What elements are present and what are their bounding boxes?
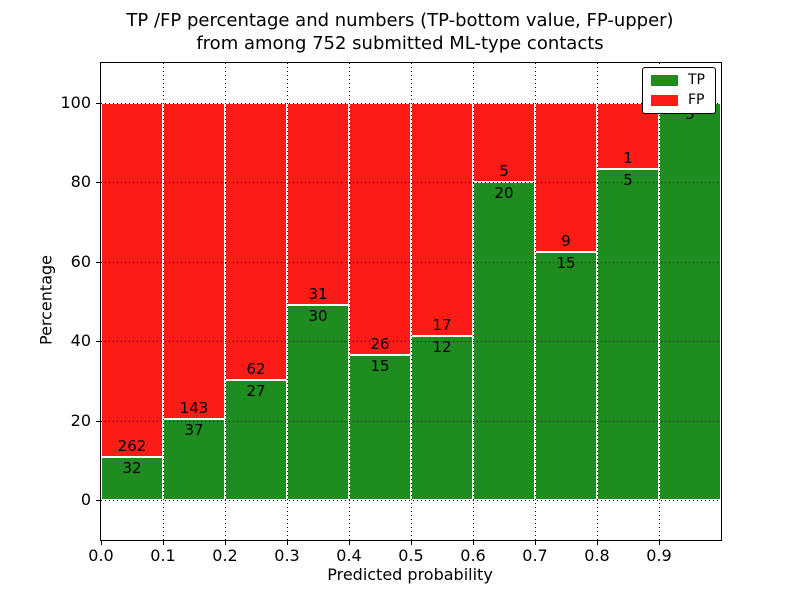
- bar-segment-fp-0.4: [349, 102, 411, 355]
- chart-title-line1: TP /FP percentage and numbers (TP-bottom…: [126, 10, 674, 31]
- x-tick-0.5: [411, 540, 412, 545]
- bar-segment-fp-0.3: [287, 102, 349, 305]
- fp-count-label-0.3: 31: [308, 284, 328, 303]
- x-axis-label: Predicted probability: [327, 565, 493, 584]
- tp-count-label-0.1: 37: [184, 420, 204, 439]
- legend: TP FP: [642, 67, 716, 114]
- gridline-y-100: [101, 102, 721, 104]
- fp-count-label-0.7: 9: [561, 231, 571, 250]
- y-tick-60: [96, 261, 101, 263]
- tp-count-label-0.6: 20: [494, 184, 514, 203]
- x-tick-label-0.6: 0.6: [460, 546, 486, 565]
- bar-segment-tp-0.9: [659, 102, 721, 501]
- y-tick-label-80: 80: [70, 172, 91, 192]
- gridline-y-60: [101, 261, 721, 263]
- y-tick-80: [96, 182, 101, 184]
- y-tick-20: [96, 420, 101, 422]
- gridline-y-20: [101, 420, 721, 422]
- x-tick-0.6: [473, 540, 474, 545]
- y-tick-100: [96, 102, 101, 104]
- tp-count-label-0.2: 27: [246, 381, 266, 400]
- x-tick-0.1: [163, 540, 164, 545]
- y-tick-label-0: 0: [80, 490, 91, 510]
- x-tick-label-0.5: 0.5: [398, 546, 424, 565]
- bar-segment-tp-0.1: [163, 418, 225, 501]
- x-tick-label-0.7: 0.7: [522, 546, 548, 565]
- tp-count-label-0.5: 12: [432, 337, 452, 356]
- x-tick-label-0.8: 0.8: [584, 546, 610, 565]
- x-tick-label-0.9: 0.9: [646, 546, 672, 565]
- legend-entry-tp: TP: [651, 72, 705, 88]
- fp-count-label-0.1: 143: [179, 398, 209, 417]
- x-tick-label-0.4: 0.4: [336, 546, 362, 565]
- tp-count-label-0.8: 5: [623, 171, 633, 189]
- tp-count-label-0.7: 15: [556, 253, 576, 272]
- y-tick-label-20: 20: [70, 410, 91, 430]
- y-tick-0: [96, 500, 101, 502]
- x-tick-label-0.2: 0.2: [212, 546, 238, 565]
- bar-segment-tp-0.8: [597, 169, 659, 501]
- fp-count-label-0.2: 62: [246, 359, 266, 378]
- gridline-x-0.4: [349, 63, 350, 540]
- bar-segment-fp-0.7: [535, 102, 597, 252]
- fp-count-label-0.6: 5: [499, 162, 509, 181]
- x-tick-0.8: [597, 540, 598, 545]
- tp-count-label-0.0: 32: [122, 458, 142, 477]
- chart-title-line2: from among 752 submitted ML-type contact…: [196, 33, 604, 54]
- gridline-x-0.5: [411, 63, 412, 540]
- x-tick-0.3: [287, 540, 288, 545]
- legend-label-fp: FP: [688, 92, 705, 108]
- gridline-x-0.3: [287, 63, 288, 540]
- gridline-x-0.2: [225, 63, 226, 540]
- gridline-x-0.1: [163, 63, 164, 540]
- x-tick-0.0: [101, 540, 102, 545]
- gridline-x-0.9: [659, 63, 660, 540]
- bar-segment-fp-0.1: [163, 102, 225, 419]
- legend-swatch-tp: [651, 75, 678, 86]
- x-tick-0.2: [225, 540, 226, 545]
- bar-segment-tp-0.5: [411, 335, 473, 501]
- y-tick-label-40: 40: [70, 331, 91, 351]
- bar-segment-tp-0.0: [101, 456, 163, 501]
- gridline-x-0.8: [597, 63, 598, 540]
- y-axis-label: Percentage: [36, 254, 56, 346]
- legend-entry-fp: FP: [651, 92, 705, 108]
- bar-segment-fp-0.0: [101, 102, 163, 457]
- legend-swatch-fp: [651, 95, 678, 106]
- tp-count-label-0.4: 15: [370, 356, 390, 375]
- bar-segment-fp-0.2: [225, 102, 287, 380]
- y-tick-label-60: 60: [70, 251, 91, 271]
- x-tick-label-0.3: 0.3: [274, 546, 300, 565]
- gridline-y-0: [101, 500, 721, 502]
- fp-count-label-0.8: 1: [623, 149, 633, 167]
- bar-segment-tp-0.4: [349, 354, 411, 501]
- x-tick-0.7: [535, 540, 536, 545]
- fp-count-label-0.5: 17: [432, 315, 452, 334]
- x-tick-label-0.0: 0.0: [88, 546, 114, 565]
- tp-count-label-0.3: 30: [308, 306, 328, 325]
- chart-title: TP /FP percentage and numbers (TP-bottom…: [0, 9, 800, 55]
- fp-count-label-0.0: 262: [117, 436, 147, 455]
- x-tick-0.9: [659, 540, 660, 545]
- gridline-y-40: [101, 341, 721, 343]
- x-tick-0.4: [349, 540, 350, 545]
- bar-segment-tp-0.7: [535, 251, 597, 501]
- legend-label-tp: TP: [688, 72, 705, 88]
- x-tick-label-0.1: 0.1: [150, 546, 176, 565]
- plot-area: TP FP 0.0 0.1 0.2 0.3 0.4 0.5 0.6 0.7 0.8 0.9 0 20 40…: [60, 62, 722, 565]
- gridline-y-80: [101, 182, 721, 184]
- gridline-x-0.6: [473, 63, 474, 540]
- gridline-x-0.7: [535, 63, 536, 540]
- y-tick-label-100: 100: [60, 92, 91, 112]
- y-tick-40: [96, 341, 101, 343]
- fp-count-label-0.4: 26: [370, 334, 390, 353]
- bar-segment-tp-0.3: [287, 304, 349, 501]
- bar-segment-fp-0.5: [411, 102, 473, 336]
